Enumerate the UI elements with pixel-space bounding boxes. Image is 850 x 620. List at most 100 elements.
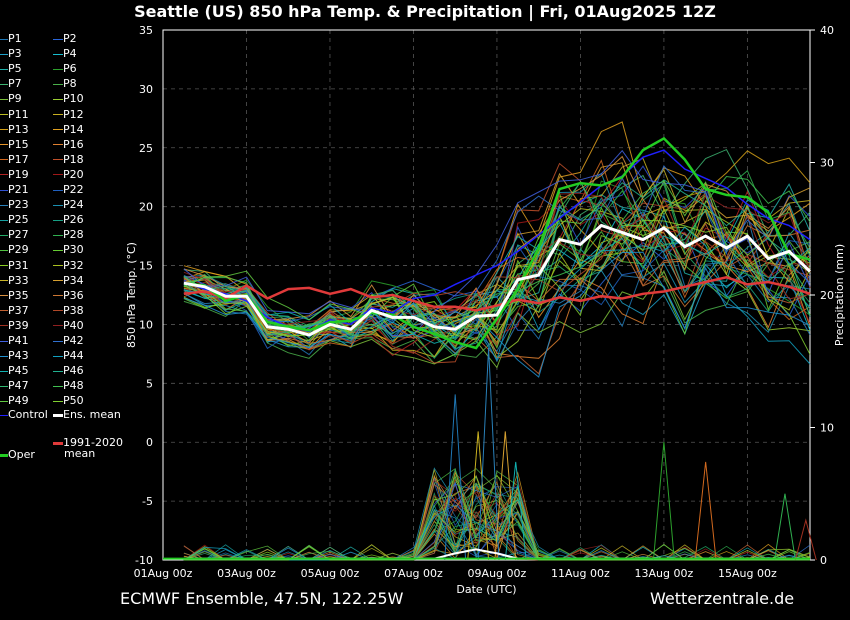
legend-label: P48: [63, 379, 84, 393]
legend-label: Ens. mean: [63, 408, 121, 421]
legend-label: P27: [8, 228, 29, 242]
x-tick-label: 13Aug 00z: [635, 567, 694, 580]
legend-swatch: [0, 159, 8, 161]
legend-label: P34: [63, 273, 84, 287]
legend-label: P29: [8, 243, 29, 257]
legend-label: P43: [8, 349, 29, 363]
member-temp-line: [183, 204, 811, 369]
legend-swatch: [53, 159, 63, 161]
legend-label: P30: [63, 243, 84, 257]
precip-peak: [794, 518, 817, 561]
legend-item-p41: P41: [0, 335, 29, 347]
legend-swatch: [0, 189, 8, 191]
legend-swatch: [53, 441, 63, 445]
legend-item-p35: P35: [0, 289, 29, 302]
member-temp-line: [183, 219, 811, 355]
member-temp-line: [183, 192, 811, 333]
legend-item-p22: P22: [53, 184, 84, 196]
legend-swatch: [53, 340, 63, 342]
legend-item-p25: P25: [0, 214, 29, 226]
legend-label: P6: [63, 62, 77, 76]
y-tick-label: 30: [139, 83, 153, 96]
y-tick-label: 35: [139, 24, 153, 37]
legend-label: P23: [8, 198, 29, 212]
member-temp-line: [183, 251, 811, 378]
legend-label: P42: [63, 334, 84, 347]
legend-item-p15: P15: [0, 138, 29, 151]
legend-label: P41: [8, 334, 29, 347]
legend-label: P22: [63, 183, 84, 196]
legend-swatch: [0, 355, 8, 357]
legend-item-climatology: 1991-2020: [53, 437, 123, 449]
legend-swatch: [0, 53, 8, 55]
legend-label: P37: [8, 303, 29, 317]
y-axis-title: 850 hPa Temp. (°C): [125, 242, 138, 348]
precip-peak: [494, 431, 517, 561]
legend-item-p10: P10: [53, 93, 84, 105]
y2-tick-label: 10: [820, 422, 834, 435]
legend-label: P4: [63, 47, 77, 61]
legend-swatch: [0, 83, 8, 85]
legend-item-p23: P23: [0, 199, 29, 211]
legend-item-p38: P38: [53, 304, 84, 317]
legend-label: Control: [8, 408, 48, 421]
legend-label: P47: [8, 379, 29, 393]
legend-swatch: [53, 310, 63, 312]
legend-label: P18: [63, 152, 84, 166]
legend-item-p1: P1: [0, 33, 22, 45]
legend-swatch: [53, 174, 63, 176]
legend-swatch: [53, 249, 63, 251]
legend-item-p30: P30: [53, 244, 84, 256]
legend-swatch: [0, 38, 8, 40]
plot-frame: [162, 29, 811, 561]
legend-label: P39: [8, 318, 29, 332]
legend-swatch: [53, 355, 63, 357]
legend-item-p21: P21: [0, 184, 29, 196]
y-tick-label: 5: [146, 377, 153, 390]
legend-item-p13: P13: [0, 123, 29, 136]
legend-label: P24: [63, 198, 84, 212]
legend-label: P40: [63, 318, 84, 332]
legend-item-p32: P32: [53, 259, 84, 272]
legend-swatch: [0, 144, 8, 146]
legend-item-p3: P3: [0, 48, 22, 60]
legend-swatch: [0, 265, 8, 266]
legend-swatch: [0, 340, 8, 342]
x-tick-label: 03Aug 00z: [217, 567, 276, 580]
legend-item-p48: P48: [53, 380, 84, 392]
legend-swatch: [53, 234, 63, 236]
legend-climatology-label-2: mean: [64, 447, 96, 460]
legend-item-p49: P49: [0, 395, 29, 407]
legend-item-p37: P37: [0, 303, 29, 317]
legend-label: P10: [63, 92, 84, 106]
legend-swatch: [0, 325, 8, 327]
precip-peak: [774, 493, 796, 561]
legend-item-p24: P24: [53, 199, 84, 211]
legend-label: P19: [8, 167, 29, 181]
ens-mean-line: [183, 223, 812, 337]
legend-item-p4: P4: [53, 48, 77, 60]
x-tick-label: 11Aug 00z: [551, 567, 610, 580]
x-tick-label: 15Aug 00z: [718, 567, 777, 580]
y2-tick-label: 0: [820, 554, 827, 567]
legend-swatch: [53, 129, 63, 131]
legend-swatch: [53, 219, 63, 221]
legend-swatch: [0, 370, 8, 372]
legend-label: P50: [63, 394, 84, 408]
legend-item-p19: P19: [0, 167, 29, 181]
member-temp-line: [183, 191, 811, 349]
legend-item-p5: P5: [0, 63, 22, 75]
legend-item-p8: P8: [53, 78, 77, 90]
legend-item-p50: P50: [53, 395, 84, 407]
legend-swatch: [0, 68, 8, 70]
legend-label: P25: [8, 213, 29, 227]
legend-swatch: [53, 68, 63, 70]
legend-item-p20: P20: [53, 168, 84, 181]
legend-label: P7: [8, 77, 22, 91]
legend-item-p17: P17: [0, 152, 29, 166]
legend-label: P31: [8, 258, 29, 272]
legend-label: P17: [8, 152, 29, 166]
legend-label: P26: [63, 213, 84, 227]
member-temp-line: [183, 179, 811, 349]
legend-swatch: [0, 114, 8, 115]
